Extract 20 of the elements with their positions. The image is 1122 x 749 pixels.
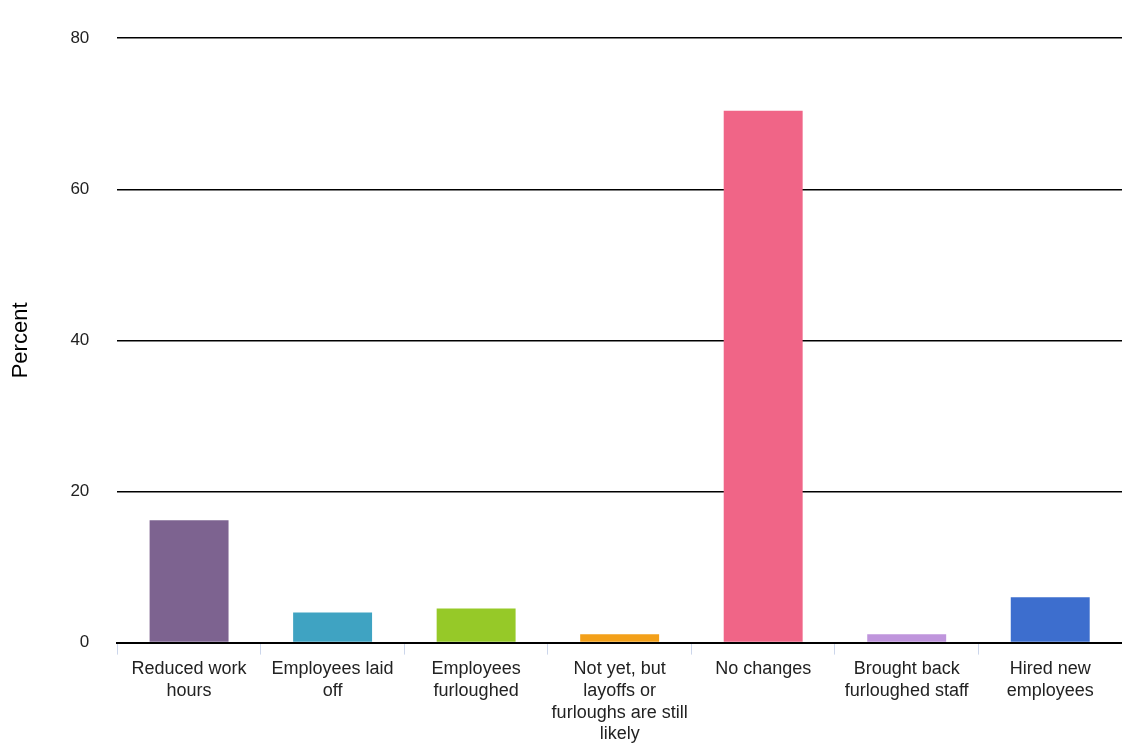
x-tick-label: Reduced work hours	[131, 658, 248, 700]
bar	[723, 110, 803, 642]
y-axis-title: Percent	[7, 302, 33, 379]
y-tick-label: 80	[70, 27, 90, 47]
x-tick-label: Employees furloughed	[431, 658, 521, 700]
bar	[293, 612, 373, 642]
bar	[149, 520, 229, 642]
y-tick-label: 60	[70, 178, 90, 198]
y-tick-label: 20	[70, 481, 90, 501]
bar	[580, 634, 660, 642]
y-tick-label: 0	[79, 632, 90, 652]
x-tick-label: Hired new employees	[1006, 658, 1094, 700]
x-tick-label: Brought back furloughed staff	[844, 658, 970, 700]
bar	[1010, 597, 1090, 642]
bar	[436, 608, 516, 642]
x-tick-label: Employees laid off	[271, 658, 394, 700]
x-tick-label: No changes	[715, 658, 812, 679]
x-tick-label: Not yet, but layoffs or furloughs are still likely	[551, 658, 688, 744]
y-tick-label: 40	[70, 330, 90, 350]
bar	[867, 634, 947, 642]
